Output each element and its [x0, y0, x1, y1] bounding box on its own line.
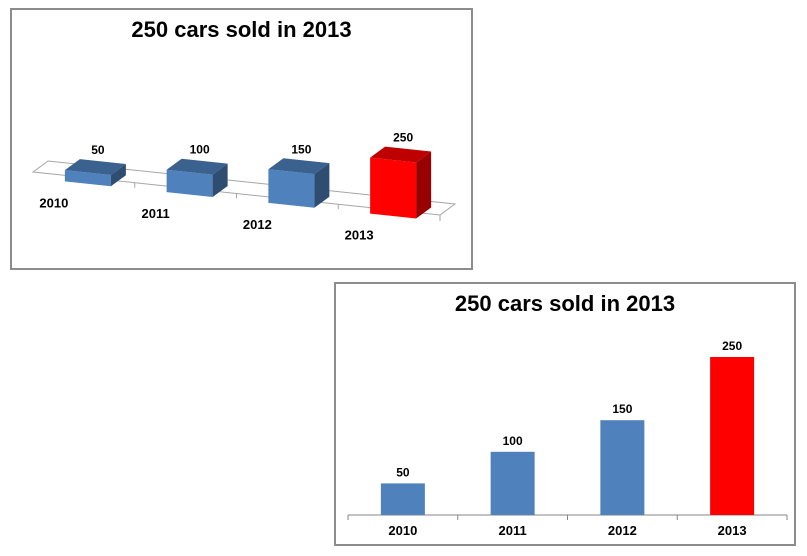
x-tick-label-2012: 2012	[243, 217, 272, 232]
x-tick-label-2010: 2010	[388, 523, 417, 538]
data-label-2010: 50	[396, 465, 410, 479]
bar-side-face	[416, 151, 432, 219]
data-label-2013: 250	[393, 131, 413, 145]
chart-3d-title: 250 cars sold in 2013	[131, 17, 352, 42]
bar-top-face	[166, 158, 228, 175]
bar-2013	[710, 357, 755, 515]
chart-2d-panel: 250 cars sold in 2013 50 2010 100 2011 150 20…	[334, 282, 796, 546]
x-tick-label-2013: 2013	[345, 228, 374, 243]
bar-top-face	[64, 159, 126, 176]
bar-2010	[380, 483, 425, 515]
data-label-2012: 150	[291, 142, 311, 156]
x-tick-label-2013: 2013	[718, 523, 747, 538]
bar-side-face	[110, 164, 126, 187]
bar-side-face	[212, 163, 228, 197]
x-tick-label-2011: 2011	[499, 523, 527, 538]
bar-2011	[166, 158, 228, 197]
bar-top-face	[268, 158, 330, 175]
bar-2011	[490, 451, 535, 515]
bar-front-face	[268, 169, 315, 208]
bar-front-face	[370, 157, 417, 219]
x-tick-label-2012: 2012	[608, 523, 637, 538]
data-label-2010: 50	[91, 143, 105, 157]
data-label-2013: 250	[722, 339, 742, 353]
chart-2d-plot: 50 2010 100 2011 150 2012 250 2013	[347, 339, 788, 538]
data-label-2011: 100	[190, 143, 210, 157]
bar-2012	[268, 158, 330, 208]
x-tick-label-2010: 2010	[39, 195, 68, 210]
chart-3d-plot: 50 2010 100 2011 150 2012 250 2013	[31, 131, 457, 243]
bar-top-face	[370, 146, 432, 163]
bar-2012	[600, 420, 645, 515]
bar-front-face	[166, 169, 213, 197]
x-tick-label-2011: 2011	[142, 206, 170, 221]
chart-2d-title: 250 cars sold in 2013	[454, 291, 676, 316]
bar-2013	[370, 146, 432, 219]
bar-side-face	[314, 163, 330, 208]
bar-front-face	[64, 170, 111, 187]
data-label-2011: 100	[503, 434, 523, 448]
bar-2010	[64, 159, 126, 187]
data-label-2012: 150	[612, 402, 632, 416]
chart-3d-panel: 250 cars sold in 2013 50 2010 100 2011 150 20…	[10, 8, 473, 270]
